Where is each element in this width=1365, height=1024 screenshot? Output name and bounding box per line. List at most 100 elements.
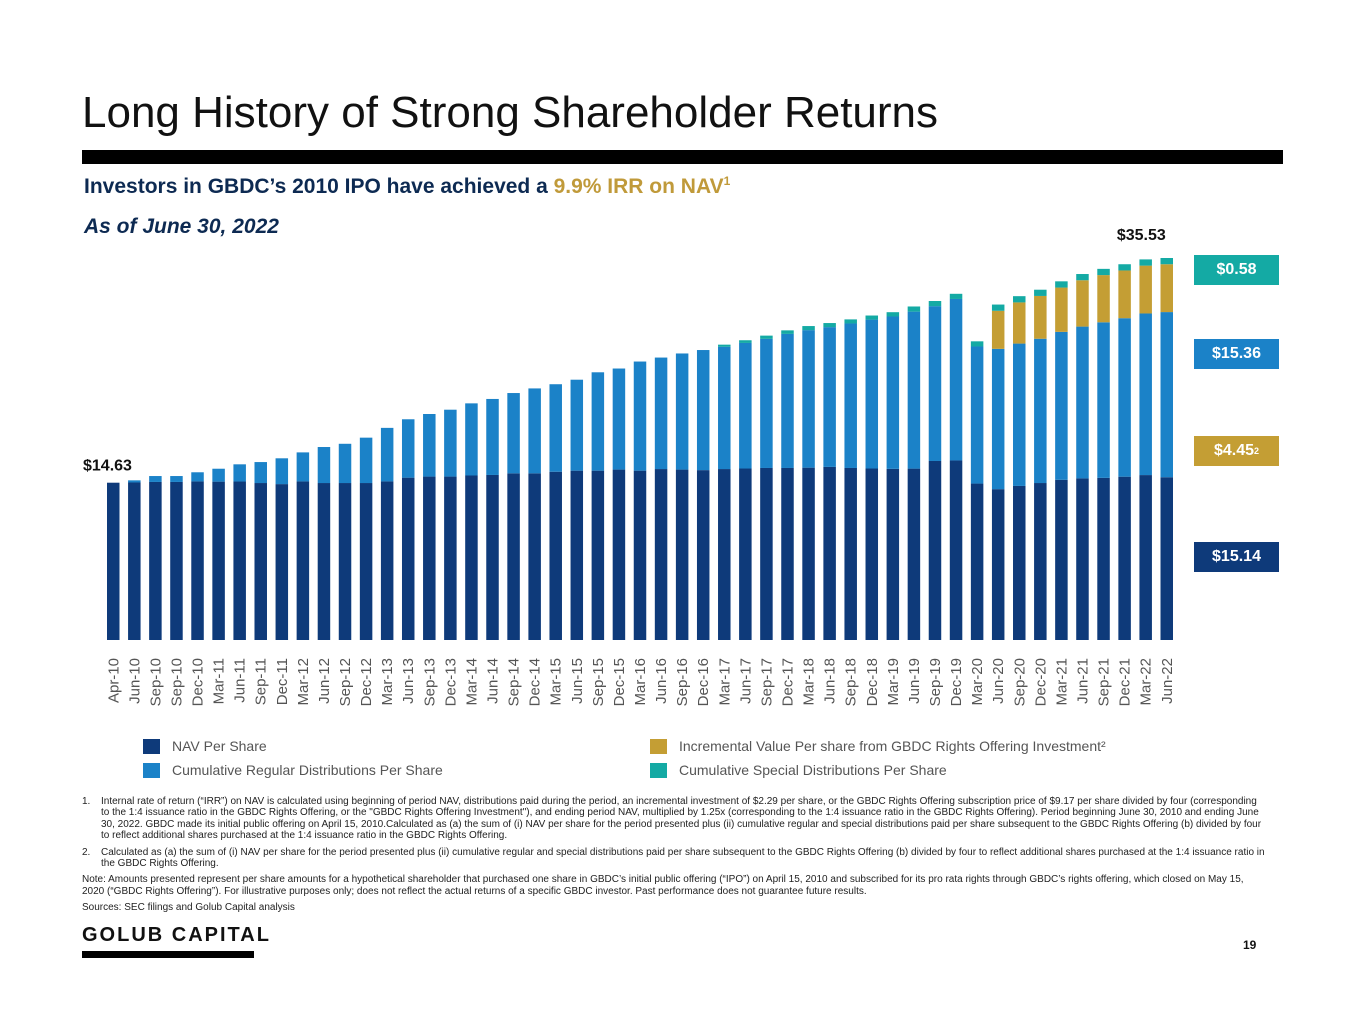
bar-segment [1097, 268, 1110, 276]
bar-segment [254, 462, 267, 484]
bar-segment [739, 342, 752, 469]
x-tick-label: Jun-16 [653, 658, 670, 704]
bar-segment [359, 437, 373, 484]
bar-stack [928, 301, 942, 640]
footnote-2: 2. Calculated as (a) the sum of (i) NAV p… [82, 847, 1267, 870]
callout-value: $4.45 [1213, 442, 1255, 459]
x-tick-label: Jun-11 [232, 658, 249, 703]
footnote-1: 1. Internal rate of return (“IRR”) on NAV… [82, 796, 1267, 842]
bar-segment [486, 398, 499, 475]
bar-stack [549, 384, 562, 640]
legend-swatch [143, 738, 160, 754]
bar-stack [212, 468, 225, 640]
bar-segment [1160, 264, 1173, 313]
bar-segment [528, 388, 541, 474]
x-tick-label: Sep-21 [1096, 658, 1113, 706]
bar-segment [549, 471, 562, 640]
x-tick-label: Mar-19 [885, 658, 902, 706]
x-tick-label: Jun-12 [316, 658, 333, 704]
bar-stack [633, 361, 647, 640]
x-tick-label: Dec-12 [358, 658, 375, 706]
bar-segment [1118, 264, 1131, 271]
bar-segment [739, 468, 752, 640]
bar-segment [423, 414, 436, 477]
bar-segment [465, 475, 478, 640]
bar-stack [675, 353, 689, 640]
x-tick-label: Sep-10 [168, 658, 185, 706]
bar-stack [970, 341, 984, 640]
x-tick-label: Mar-15 [548, 658, 565, 706]
bar-segment [949, 460, 963, 640]
bar-segment [928, 306, 942, 461]
bar-segment [591, 470, 605, 640]
bar-segment [233, 481, 246, 640]
bar-stack [781, 330, 794, 640]
bar-segment [970, 346, 984, 484]
x-tick-label: Dec-20 [1032, 658, 1049, 706]
x-tick-label: Sep-12 [337, 658, 354, 706]
bar-segment [1013, 485, 1026, 640]
bar-segment [991, 304, 1005, 311]
x-tick-label: Jun-17 [737, 658, 754, 704]
bar-stack [591, 372, 605, 640]
bar-stack [718, 344, 731, 640]
bar-segment [1139, 475, 1152, 640]
bar-stack [191, 472, 204, 640]
x-tick-label: Sep-20 [1011, 658, 1028, 706]
bar-stack [1076, 274, 1089, 640]
bar-stack [739, 340, 752, 640]
bar-segment [718, 469, 731, 640]
bar-segment [1055, 287, 1068, 332]
bar-segment [570, 470, 584, 640]
bar-segment [844, 467, 857, 640]
bar-segment [107, 482, 120, 640]
bar-segment [991, 489, 1005, 640]
legend-label: NAV Per Share [172, 738, 267, 754]
bar-segment [760, 335, 773, 339]
bar-segment [380, 427, 394, 482]
bar-segment [802, 330, 815, 468]
callout-special-distributions: $0.58 [1194, 255, 1279, 285]
bar-stack [823, 323, 836, 640]
bar-segment [633, 361, 647, 471]
bar-stack [1013, 296, 1026, 640]
bar-segment [823, 323, 836, 328]
bar-segment [612, 469, 626, 640]
x-tick-label: Jun-13 [400, 658, 417, 704]
bar-segment [317, 447, 331, 484]
bar-segment [760, 467, 773, 640]
data-label-last: $35.53 [1117, 227, 1166, 244]
bar-stack [486, 398, 499, 640]
bar-segment [675, 353, 689, 470]
bar-segment [928, 301, 942, 307]
bar-segment [696, 470, 710, 640]
bar-segment [1055, 331, 1068, 480]
bar-segment [317, 483, 331, 640]
bar-segment [128, 480, 141, 483]
x-tick-label: Jun-19 [906, 658, 923, 704]
bar-segment [1034, 295, 1047, 339]
footnote-text: Calculated as (a) the sum of (i) NAV per… [101, 846, 1265, 870]
bar-stack [654, 357, 668, 640]
bar-segment [1076, 280, 1089, 327]
bar-stack [1034, 289, 1047, 640]
bar-stack [570, 379, 584, 640]
bar-segment [191, 481, 204, 640]
bar-segment [444, 409, 457, 477]
bar-segment [1013, 302, 1026, 344]
bar-stack [802, 326, 815, 640]
bar-segment [170, 481, 183, 640]
subtitle-text: Investors in GBDC’s 2010 IPO have achiev… [84, 175, 554, 198]
x-tick-label: Jun-20 [990, 658, 1007, 704]
bar-segment [1139, 259, 1152, 266]
bar-stack [423, 414, 436, 640]
bar-segment [1097, 477, 1110, 640]
x-tick-label: Dec-15 [611, 658, 628, 706]
bar-segment [401, 477, 415, 640]
sources-note: Sources: SEC filings and Golub Capital a… [82, 902, 295, 914]
page-number: 19 [1243, 938, 1257, 952]
bar-segment [149, 481, 162, 640]
bar-segment [507, 473, 520, 640]
bar-stack [991, 304, 1005, 640]
x-tick-label: Sep-15 [590, 658, 607, 706]
